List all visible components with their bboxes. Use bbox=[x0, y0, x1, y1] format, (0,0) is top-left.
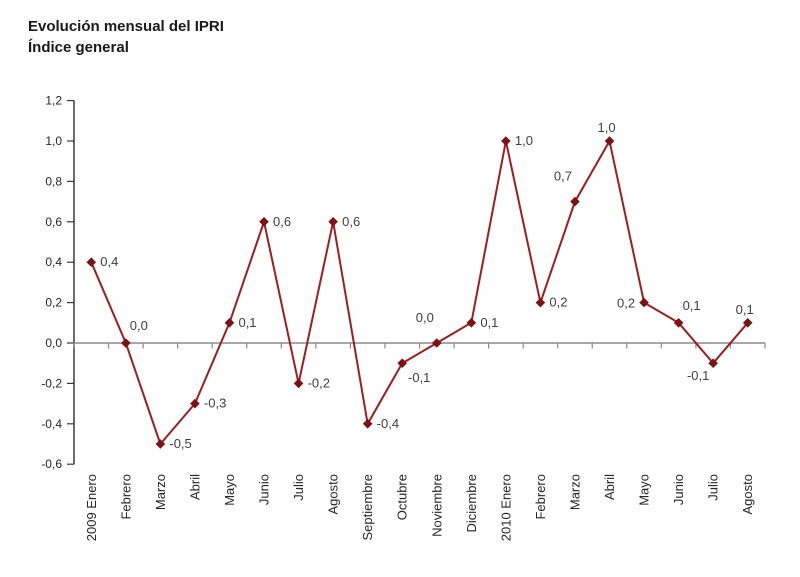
x-category-label: Agosto bbox=[740, 474, 755, 514]
y-tick-label: 0,8 bbox=[45, 174, 62, 188]
x-category-label: Abril bbox=[187, 474, 202, 500]
data-point-marker bbox=[293, 378, 304, 389]
chart-title-block: Evolución mensual del IPRI Índice genera… bbox=[28, 16, 224, 58]
x-category-label: Marzo bbox=[567, 474, 582, 510]
x-category-label: Julio bbox=[291, 474, 306, 501]
data-point-label: 0,6 bbox=[273, 214, 291, 229]
x-category-label: Junio bbox=[671, 474, 686, 505]
x-category-label: Junio bbox=[257, 474, 272, 505]
x-category-label: Julio bbox=[706, 474, 721, 501]
x-category-label: 2009 Enero bbox=[84, 474, 99, 541]
x-category-label: Diciembre bbox=[464, 474, 479, 533]
data-point-label: 0,7 bbox=[554, 169, 572, 184]
data-point-marker bbox=[466, 318, 477, 328]
y-tick-label: -0,2 bbox=[41, 376, 62, 390]
data-point-marker bbox=[328, 217, 338, 227]
data-point-marker bbox=[190, 398, 200, 409]
y-tick-label: 0,0 bbox=[45, 336, 62, 350]
y-tick-label: 0,2 bbox=[45, 296, 62, 310]
series-line bbox=[90, 138, 749, 446]
x-category-label: Noviembre bbox=[429, 474, 444, 537]
data-point-label: -0,2 bbox=[308, 375, 330, 390]
data-point-label: 0,1 bbox=[683, 298, 701, 313]
x-category-label: Mayo bbox=[222, 474, 237, 506]
data-point-marker bbox=[708, 358, 718, 368]
x-category-label: Febrero bbox=[118, 474, 133, 520]
data-point-marker bbox=[604, 136, 615, 146]
data-point-marker bbox=[121, 338, 131, 348]
data-point-marker bbox=[224, 318, 235, 328]
x-category-label: Marzo bbox=[153, 474, 168, 510]
data-point-label: 0,6 bbox=[342, 214, 360, 229]
y-tick-label: 0,6 bbox=[45, 215, 62, 229]
data-point-label: 1,0 bbox=[597, 120, 615, 135]
data-point-marker bbox=[742, 318, 753, 328]
x-category-label: Mayo bbox=[637, 474, 652, 506]
y-tick-label: -0,6 bbox=[41, 457, 62, 471]
x-category-label: 2010 Enero bbox=[498, 474, 513, 541]
data-point-marker bbox=[362, 419, 373, 429]
data-point-marker bbox=[535, 297, 546, 308]
y-tick-label: 0,4 bbox=[45, 255, 62, 269]
data-point-marker bbox=[431, 338, 442, 348]
data-point-label: 0,1 bbox=[736, 302, 754, 317]
x-category-label: Septiembre bbox=[360, 474, 375, 540]
data-point-label: 0,2 bbox=[549, 295, 567, 310]
data-point-label: 0,2 bbox=[617, 296, 635, 311]
data-point-marker bbox=[155, 439, 166, 449]
x-category-label: Abril bbox=[602, 474, 617, 500]
data-point-label: -0,5 bbox=[169, 436, 191, 451]
x-category-label: Agosto bbox=[326, 474, 341, 514]
x-category-label: Febrero bbox=[533, 474, 548, 520]
data-point-marker bbox=[639, 297, 649, 308]
chart-subtitle: Índice general bbox=[28, 39, 129, 56]
data-point-label: -0,1 bbox=[408, 370, 430, 385]
data-point-label: -0,4 bbox=[377, 416, 399, 431]
data-point-label: -0,1 bbox=[687, 368, 709, 383]
data-point-label: 0,1 bbox=[238, 315, 256, 330]
data-point-marker bbox=[397, 358, 408, 368]
data-point-label: 0,4 bbox=[100, 254, 118, 269]
chart-title: Evolución mensual del IPRI bbox=[28, 18, 224, 35]
y-tick-label: -0,4 bbox=[41, 417, 62, 431]
y-tick-label: 1,2 bbox=[45, 94, 62, 108]
data-point-marker bbox=[501, 136, 511, 146]
data-point-label: 0,0 bbox=[416, 310, 434, 325]
data-point-marker bbox=[570, 196, 580, 207]
data-point-label: -0,3 bbox=[204, 396, 226, 411]
data-point-marker bbox=[673, 318, 684, 328]
data-point-marker bbox=[259, 217, 269, 227]
data-point-label: 0,0 bbox=[130, 318, 148, 333]
data-point-label: 1,0 bbox=[515, 133, 533, 148]
x-category-label: Octubre bbox=[395, 474, 410, 520]
data-point-label: 0,1 bbox=[480, 315, 498, 330]
data-point-marker bbox=[86, 257, 97, 267]
y-tick-label: 1,0 bbox=[45, 134, 62, 148]
